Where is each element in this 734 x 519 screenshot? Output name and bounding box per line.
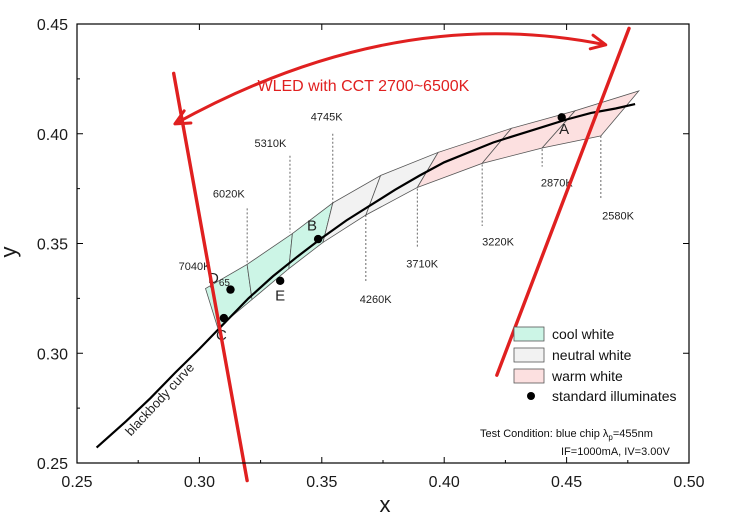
x-tick-label: 0.25 bbox=[61, 474, 92, 491]
x-tick-label: 0.50 bbox=[673, 474, 704, 491]
legend-label-cool: cool white bbox=[552, 326, 614, 342]
illuminant-point-E bbox=[275, 276, 285, 286]
cct-label: 4260K bbox=[360, 294, 392, 306]
illuminant-label-E: E bbox=[275, 288, 285, 305]
boundary-line-1 bbox=[495, 26, 631, 377]
legend-label-warm: warm white bbox=[551, 368, 623, 384]
legend-swatch-cool bbox=[513, 326, 545, 342]
legend-label-neutral: neutral white bbox=[552, 347, 632, 363]
boundary-line-0 bbox=[171, 71, 249, 483]
legend-dot-icon bbox=[527, 392, 535, 400]
cct-label: 3710K bbox=[406, 259, 438, 271]
bin-regions bbox=[205, 90, 640, 329]
blackbody-curve bbox=[95, 103, 636, 449]
cct-label: 7040K bbox=[179, 261, 211, 273]
x-axis-ticks: 0.25 0.30 0.35 0.40 0.45 0.50 bbox=[61, 24, 705, 491]
illuminant-point-A bbox=[557, 113, 566, 122]
legend-label-illuminates: standard illuminates bbox=[552, 388, 677, 404]
cct-label: 2870K bbox=[541, 177, 573, 189]
blackbody-curve-label: blackbody curve bbox=[122, 360, 197, 439]
x-axis-title: x bbox=[380, 492, 391, 517]
x-tick-label: 0.40 bbox=[429, 474, 460, 491]
cct-label: 6020K bbox=[213, 188, 245, 200]
illuminant-point-D bbox=[226, 285, 235, 294]
cct-range-annotation: WLED with CCT 2700~6500K bbox=[173, 32, 608, 126]
test-condition-line1: Test Condition: blue chip λp=455nm bbox=[480, 428, 653, 442]
y-axis-title: y bbox=[0, 247, 21, 258]
y-tick-label: 0.30 bbox=[37, 346, 68, 363]
x-tick-label: 0.45 bbox=[551, 474, 582, 491]
illuminant-label-B: B bbox=[307, 217, 317, 234]
bin-warm-7 bbox=[541, 90, 640, 149]
illuminant-point-C bbox=[219, 313, 229, 323]
illuminant-point-B bbox=[313, 234, 323, 244]
test-condition-line2: IF=1000mA, IV=3.00V bbox=[561, 446, 671, 458]
cct-range-label: WLED with CCT 2700~6500K bbox=[258, 78, 470, 95]
y-axis-ticks: 0.25 0.30 0.35 0.40 0.45 bbox=[37, 17, 689, 473]
y-tick-label: 0.25 bbox=[37, 456, 68, 473]
x-tick-label: 0.35 bbox=[306, 474, 337, 491]
cct-leader-lines: 7040K 6020K 5310K 4745K 4260K 3710K 3220K 2870K… bbox=[179, 112, 635, 306]
arrowhead-right-icon bbox=[588, 33, 608, 51]
legend-swatch-warm bbox=[513, 368, 545, 384]
plot-area: 7040K 6020K 5310K 4745K 4260K 3710K 3220K 2870K… bbox=[95, 26, 640, 483]
cct-label: 3220K bbox=[482, 237, 514, 249]
y-tick-label: 0.40 bbox=[37, 127, 68, 144]
cct-range-arrow bbox=[174, 32, 607, 126]
legend: cool white neutral white warm white stan… bbox=[513, 326, 677, 404]
y-tick-label: 0.35 bbox=[37, 237, 68, 254]
cct-label: 4745K bbox=[311, 112, 343, 124]
arrowhead-left-icon bbox=[173, 109, 193, 126]
cct-label: 2580K bbox=[602, 210, 634, 222]
y-tick-label: 0.45 bbox=[37, 17, 68, 34]
boundary-lines bbox=[171, 26, 631, 483]
legend-swatch-neutral bbox=[513, 347, 545, 363]
x-tick-label: 0.30 bbox=[184, 474, 215, 491]
cct-label: 5310K bbox=[254, 138, 286, 150]
illuminant-label-A: A bbox=[559, 121, 569, 138]
